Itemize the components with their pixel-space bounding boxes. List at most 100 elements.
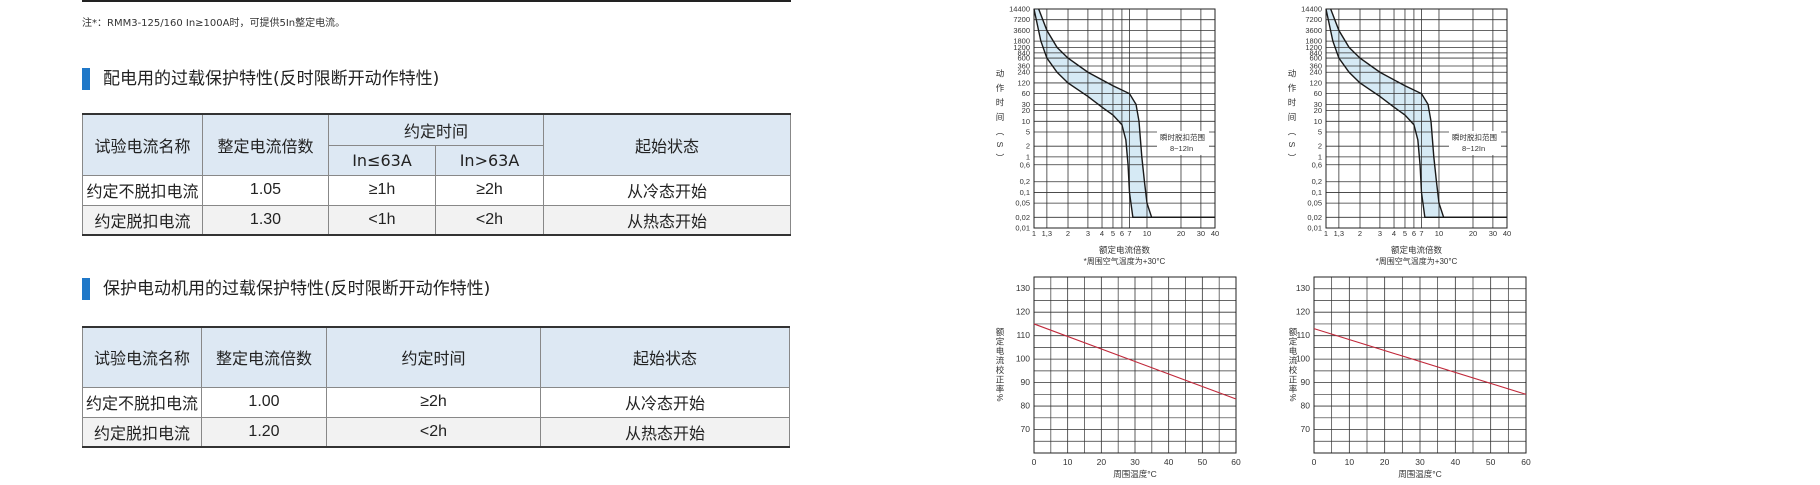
- y-tick-label: 90: [1021, 377, 1031, 387]
- x-tick-label: 1: [1324, 229, 1328, 238]
- y-tick-label: 1: [1318, 152, 1322, 161]
- x-tick-label: 20: [1380, 457, 1390, 467]
- x-tick-label: 1,3: [1042, 229, 1052, 238]
- cell: 1.20: [201, 416, 327, 448]
- x-axis-note: *周围空气温度为+30°C: [1376, 256, 1458, 266]
- table: 试验电流名称 整定电流倍数 约定时间 起始状态 In≤63A In>63A 约定…: [82, 113, 791, 236]
- header-cell: In>63A: [435, 144, 544, 176]
- x-tick-label: 3: [1086, 229, 1090, 238]
- rule: [82, 0, 791, 2]
- x-tick-label: 0: [1032, 457, 1037, 467]
- y-tick-label: 0,1: [1312, 188, 1322, 197]
- x-tick-label: 1: [1032, 229, 1036, 238]
- y-tick-label: 20: [1314, 106, 1322, 115]
- x-tick-label: 10: [1143, 229, 1151, 238]
- y-tick-label: 120: [1017, 78, 1030, 87]
- x-tick-label: 10: [1345, 457, 1355, 467]
- y-tick-label: 100: [1016, 354, 1030, 364]
- x-tick-label: 40: [1451, 457, 1461, 467]
- y-tick-label: 360: [1309, 61, 1322, 70]
- x-tick-label: 4: [1392, 229, 1396, 238]
- y-tick-label: 14400: [1301, 5, 1322, 14]
- y-tick-label: 0,02: [1015, 213, 1030, 222]
- y-tick-label: 840: [1017, 48, 1030, 57]
- curve: [1038, 8, 1215, 218]
- x-tick-label: 40: [1503, 229, 1511, 238]
- y-tick-label: 0,01: [1307, 224, 1322, 233]
- header-cell: In≤63A: [328, 144, 436, 176]
- y-tick-label: 240: [1017, 68, 1030, 77]
- annotation-box: [1449, 131, 1501, 155]
- y-tick-label: 0,01: [1015, 224, 1030, 233]
- x-tick-label: 30: [1197, 229, 1205, 238]
- x-tick-label: 30: [1130, 457, 1140, 467]
- x-tick-label: 2: [1358, 229, 1362, 238]
- y-tick-label: 0,6: [1020, 160, 1030, 169]
- y-tick-label: 2: [1318, 142, 1322, 151]
- y-axis-label: 动作时间（S）: [1287, 69, 1297, 168]
- y-tick-label: 3600: [1305, 26, 1322, 35]
- section-heading: 配电用的过载保护特性(反时限断开动作特性): [82, 68, 439, 90]
- annotation: 瞬时脱扣范围: [1160, 132, 1205, 142]
- y-tick-label: 0,2: [1020, 177, 1030, 186]
- y-tick-label: 1800: [1305, 37, 1322, 46]
- x-tick-label: 2: [1066, 229, 1070, 238]
- cell: <1h: [328, 204, 436, 236]
- x-tick-label: 5: [1111, 229, 1115, 238]
- plot-frame: [1325, 8, 1508, 229]
- cell: 约定不脱扣电流: [82, 174, 203, 206]
- x-tick-label: 6: [1120, 229, 1124, 238]
- x-axis-label: 额定电流倍数: [1391, 245, 1443, 255]
- table: 试验电流名称 整定电流倍数 约定时间 起始状态 约定不脱扣电流 1.00 ≥2h…: [82, 326, 790, 448]
- x-tick-label: 20: [1097, 457, 1107, 467]
- y-tick-label: 1: [1026, 152, 1030, 161]
- cell: 约定脱扣电流: [82, 204, 203, 236]
- y-tick-label: 0,1: [1020, 188, 1030, 197]
- x-tick-label: 30: [1489, 229, 1497, 238]
- section-heading: 保护电动机用的过载保护特性(反时限断开动作特性): [82, 278, 490, 300]
- y-tick-label: 0,02: [1307, 213, 1322, 222]
- y-tick-label: 10: [1022, 117, 1030, 126]
- y-tick-label: 5: [1026, 128, 1030, 137]
- cell: ≥2h: [326, 386, 541, 418]
- annotation: 瞬时脱扣范围: [1452, 132, 1497, 142]
- y-tick-label: 120: [1309, 78, 1322, 87]
- cell: 1.30: [202, 204, 329, 236]
- header-cell: 约定时间: [328, 113, 544, 146]
- y-tick-label: 0,05: [1307, 199, 1322, 208]
- y-tick-label: 120: [1016, 307, 1030, 317]
- trip-band: [1034, 9, 1215, 218]
- y-tick-label: 240: [1309, 68, 1322, 77]
- x-tick-label: 60: [1231, 457, 1241, 467]
- curve: [1033, 323, 1237, 400]
- plot-frame: [1033, 8, 1216, 229]
- x-tick-label: 50: [1198, 457, 1208, 467]
- plot-frame: [1313, 276, 1527, 454]
- trip-band: [1326, 9, 1507, 218]
- x-tick-label: 7: [1127, 229, 1131, 238]
- y-tick-label: 600: [1017, 54, 1030, 63]
- y-tick-label: 30: [1314, 100, 1322, 109]
- x-tick-label: 20: [1177, 229, 1185, 238]
- header-cell: 起始状态: [543, 113, 791, 176]
- y-tick-label: 1200: [1013, 43, 1030, 52]
- x-tick-label: 0: [1312, 457, 1317, 467]
- x-axis-note: *周围空气温度为+30°C: [1084, 256, 1166, 266]
- curve: [1325, 8, 1507, 218]
- y-tick-label: 20: [1022, 106, 1030, 115]
- y-tick-label: 1200: [1305, 43, 1322, 52]
- x-tick-label: 4: [1100, 229, 1104, 238]
- y-tick-label: 130: [1016, 283, 1030, 293]
- curve: [1330, 8, 1507, 218]
- y-tick-label: 80: [1021, 401, 1031, 411]
- cell: <2h: [435, 204, 544, 236]
- y-tick-label: 600: [1309, 54, 1322, 63]
- x-tick-label: 50: [1486, 457, 1496, 467]
- y-tick-label: 70: [1021, 424, 1031, 434]
- y-tick-label: 0,05: [1015, 199, 1030, 208]
- x-axis-label: 周围温度°C: [1398, 469, 1442, 479]
- cell: 从热态开始: [543, 204, 791, 236]
- y-tick-label: 840: [1309, 48, 1322, 57]
